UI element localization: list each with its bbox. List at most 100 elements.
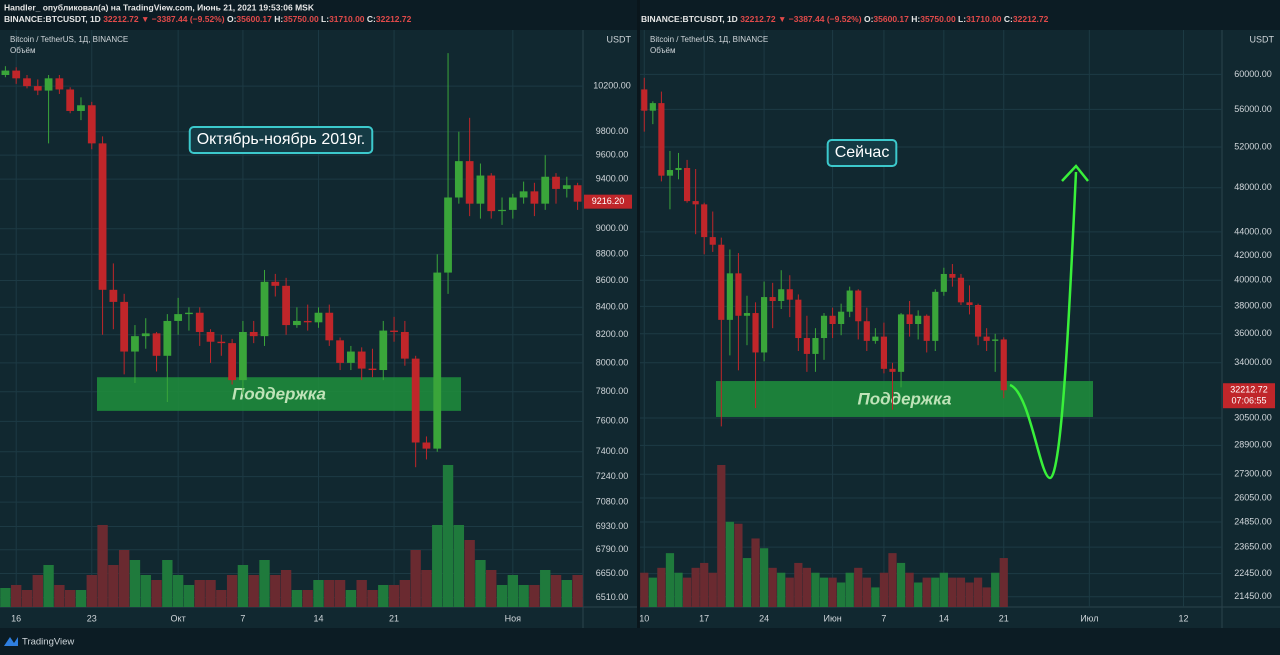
volume-bar <box>313 580 324 607</box>
x-tick-label: 12 <box>1178 613 1188 623</box>
support-label: Поддержка <box>857 389 951 408</box>
candle-body <box>541 176 550 204</box>
ticker-line: BINANCE:BTCUSDT, 1D 32212.72 ▼ −3387.44 … <box>4 14 412 24</box>
y-tick-label: 28900.00 <box>1234 440 1272 450</box>
volume-bar <box>86 575 97 607</box>
y-tick-label: 52000.00 <box>1234 141 1272 151</box>
x-tick-label: 21 <box>999 613 1009 623</box>
y-tick-label: 38000.00 <box>1234 301 1272 311</box>
ohlc-key: C: <box>1004 14 1013 24</box>
candle-body <box>120 301 129 352</box>
candle-body <box>325 312 334 341</box>
candle-body <box>508 197 517 210</box>
y-tick-label: 7240.00 <box>596 471 629 481</box>
y-tick-label: 40000.00 <box>1234 275 1272 285</box>
volume-bar <box>931 577 940 607</box>
candle-body <box>863 321 870 341</box>
candle-body <box>974 304 982 337</box>
volume-bar <box>75 590 87 607</box>
y-tick-label: 7080.00 <box>596 496 629 506</box>
volume-bar <box>768 567 777 607</box>
volume-bar <box>845 572 854 607</box>
volume-bar <box>991 572 1000 607</box>
candle-body <box>411 358 420 443</box>
axis-unit: USDT <box>1250 34 1275 44</box>
volume-bar <box>507 575 519 607</box>
volume-bar <box>802 567 812 607</box>
volume-bar <box>367 590 378 607</box>
candle-body <box>683 167 691 202</box>
candle-body <box>141 333 150 337</box>
volume-bar <box>0 588 11 607</box>
volume-bar <box>226 575 238 607</box>
volume-bar <box>356 580 367 607</box>
candle-body <box>498 209 506 212</box>
candle-body <box>12 70 21 79</box>
candle-body <box>735 273 742 316</box>
volume-bar <box>540 570 551 607</box>
volume-bar <box>43 565 54 607</box>
byline: Handler_ опубликовал(а) на TradingView.c… <box>4 2 315 12</box>
support-zone <box>716 381 1093 417</box>
y-tick-label: 8800.00 <box>596 249 629 259</box>
candle-body <box>889 368 896 372</box>
volume-bar <box>691 567 700 607</box>
volume-bar <box>751 538 760 607</box>
symbol: BINANCE:BTCUSDT, 1D <box>641 14 738 24</box>
y-tick-label: 8600.00 <box>596 275 629 285</box>
change: ▼ −3387.44 (−9.52%) <box>141 14 225 24</box>
candle-body <box>957 277 965 303</box>
volume-bar <box>794 562 803 607</box>
ohlc-value: 32212.72 <box>376 14 412 24</box>
volume-bar <box>453 525 465 607</box>
volume-bar <box>194 580 205 607</box>
ohlc-value: 32212.72 <box>1013 14 1049 24</box>
candle-body <box>932 291 939 341</box>
volume-bar <box>172 575 184 607</box>
volume-bar <box>324 580 335 607</box>
y-tick-label: 30500.00 <box>1234 412 1272 422</box>
volume-bar <box>421 570 432 607</box>
candle-body <box>293 320 301 326</box>
candle-body <box>260 281 269 337</box>
volume-bar <box>118 550 130 607</box>
ohlc-value: 35750.00 <box>920 14 956 24</box>
volume-bar <box>108 565 119 607</box>
volume-bar <box>518 585 529 607</box>
volume-bar <box>442 465 454 607</box>
candle-body <box>552 176 560 189</box>
volume-bar <box>700 562 709 607</box>
x-tick-label: 14 <box>939 613 949 623</box>
candle-body <box>666 170 674 176</box>
candle-body <box>109 289 118 302</box>
candle-body <box>915 315 922 325</box>
volume-bar <box>708 572 717 607</box>
volume-bar <box>982 587 991 607</box>
last-price-label: 9216.20 <box>592 196 625 206</box>
candle-body <box>33 86 42 91</box>
y-tick-label: 9800.00 <box>596 126 629 136</box>
candle-body <box>906 314 913 325</box>
volume-bar <box>999 558 1008 607</box>
change: ▼ −3387.44 (−9.52%) <box>778 14 862 24</box>
y-tick-label: 10200.00 <box>593 80 631 90</box>
volume-bar <box>811 572 820 607</box>
x-tick-label: Окт <box>171 613 186 623</box>
ohlc-key: L: <box>958 14 966 24</box>
volume-bar <box>785 577 794 607</box>
volume-bar <box>819 577 829 607</box>
candle-body <box>98 143 107 290</box>
y-tick-label: 8000.00 <box>596 357 629 367</box>
chart-title: Bitcoin / TetherUS, 1Д, BINANCE <box>650 35 768 44</box>
candle-body <box>769 297 776 302</box>
volume-legend: Объём <box>650 46 676 55</box>
candle-body <box>152 333 161 356</box>
y-tick-label: 8200.00 <box>596 329 629 339</box>
volume-bar <box>399 580 411 607</box>
volume-bar <box>216 590 227 607</box>
volume-bar <box>183 585 195 607</box>
candle-body <box>923 315 930 341</box>
ohlc-value: 31710.00 <box>329 14 365 24</box>
candle-body <box>87 105 96 144</box>
